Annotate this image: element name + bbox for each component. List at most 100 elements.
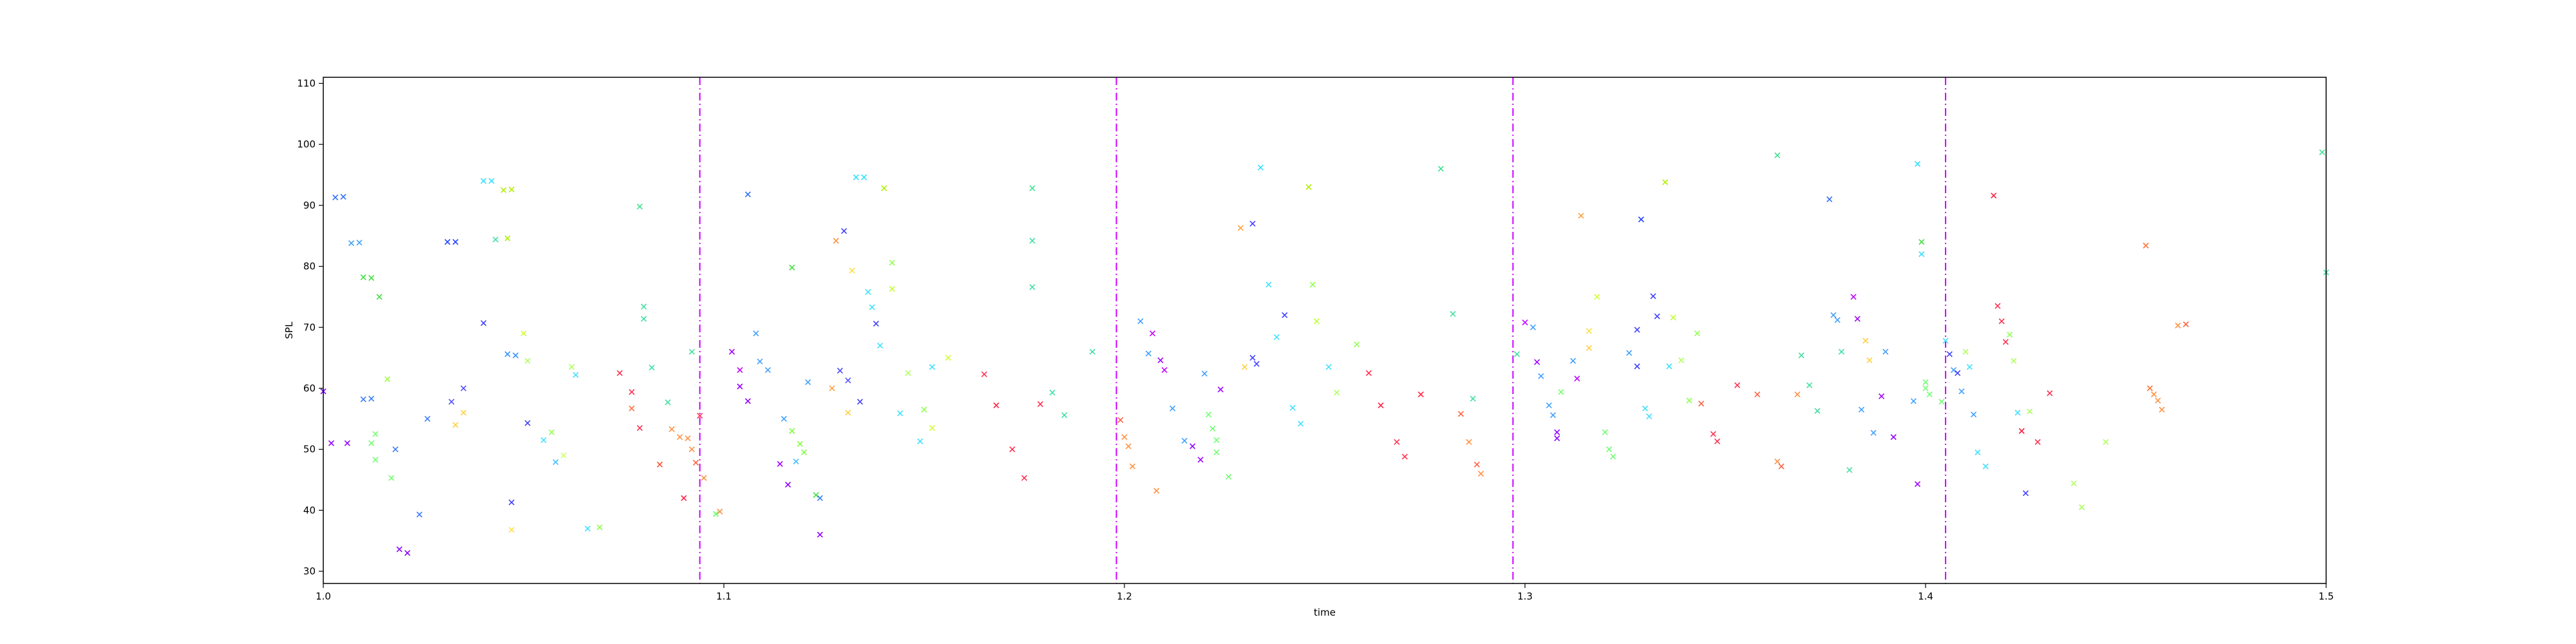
data-point-4	[344, 440, 350, 446]
data-point-223	[1834, 317, 1841, 323]
data-point-162	[1334, 390, 1340, 396]
data-point-210	[1710, 431, 1716, 437]
x-axis-label: time	[1314, 607, 1336, 618]
data-point-35	[504, 351, 511, 357]
data-point-100	[857, 399, 864, 405]
data-point-44	[553, 459, 559, 466]
data-point-205	[1670, 314, 1676, 321]
data-point-23	[452, 239, 459, 245]
data-point-137	[1181, 437, 1188, 444]
data-point-71	[728, 348, 735, 355]
data-point-180	[1538, 373, 1544, 379]
data-point-171	[1457, 411, 1464, 417]
data-point-231	[1870, 430, 1877, 436]
data-point-235	[1910, 398, 1917, 404]
data-point-87	[805, 379, 811, 386]
data-point-88	[813, 492, 819, 498]
data-point-20	[416, 511, 422, 518]
data-point-254	[1991, 193, 1997, 199]
data-point-148	[1242, 364, 1248, 370]
data-point-242	[1914, 481, 1921, 488]
data-point-237	[1918, 239, 1925, 245]
data-point-150	[1249, 355, 1256, 361]
data-point-184	[1554, 435, 1560, 442]
data-point-129	[1129, 463, 1136, 469]
data-point-153	[1265, 281, 1272, 288]
data-point-53	[636, 424, 643, 431]
data-point-241	[1926, 391, 1933, 397]
data-point-74	[744, 398, 751, 404]
data-point-256	[1998, 318, 2005, 325]
y-tick-label-5: 80	[303, 261, 316, 272]
data-point-115	[981, 371, 987, 377]
data-point-122	[1037, 401, 1043, 408]
data-point-251	[1971, 412, 1977, 418]
data-point-229	[1862, 337, 1869, 344]
data-point-6	[356, 240, 363, 246]
data-point-165	[1378, 402, 1384, 409]
data-point-182	[1549, 412, 1557, 419]
data-point-163	[1354, 341, 1360, 348]
data-point-181	[1546, 402, 1552, 409]
data-point-12	[372, 457, 379, 463]
data-point-217	[1794, 391, 1801, 397]
data-point-140	[1201, 370, 1208, 377]
data-point-62	[681, 495, 687, 501]
data-point-36	[512, 352, 519, 359]
y-tick-label-3: 60	[303, 383, 316, 394]
data-point-264	[2034, 439, 2041, 445]
data-point-106	[889, 260, 895, 266]
data-point-95	[845, 377, 851, 384]
data-point-99	[861, 174, 867, 180]
data-point-14	[376, 294, 383, 300]
data-point-64	[688, 348, 695, 355]
y-axis-label: SPL	[283, 321, 295, 339]
data-point-92	[833, 238, 839, 244]
data-point-192	[1602, 429, 1608, 435]
data-point-190	[1586, 328, 1593, 334]
data-point-11	[368, 440, 375, 446]
data-points	[320, 149, 2329, 556]
data-point-75	[744, 191, 751, 198]
data-point-188	[1578, 213, 1584, 219]
data-point-30	[480, 320, 487, 327]
data-point-187	[1574, 375, 1580, 382]
data-point-222	[1830, 312, 1837, 318]
data-point-43	[548, 429, 555, 435]
data-point-118	[1021, 475, 1028, 481]
data-point-131	[1145, 350, 1151, 357]
data-point-51	[629, 389, 635, 395]
data-point-249	[1962, 348, 1969, 355]
data-point-167	[1401, 453, 1408, 460]
data-point-2	[332, 194, 339, 201]
data-point-144	[1213, 449, 1220, 455]
vertical-markers	[699, 77, 1947, 583]
data-point-132	[1149, 330, 1156, 337]
data-point-85	[797, 440, 803, 447]
data-point-146	[1226, 473, 1232, 480]
data-point-275	[2183, 321, 2189, 328]
data-point-269	[2143, 242, 2149, 249]
data-point-58	[656, 461, 663, 468]
data-point-41	[524, 420, 531, 426]
data-point-97	[849, 267, 855, 274]
data-point-273	[2159, 406, 2165, 413]
data-point-32	[500, 187, 507, 193]
data-point-59	[665, 399, 671, 406]
data-point-185	[1558, 389, 1564, 395]
data-point-33	[508, 186, 515, 193]
data-point-48	[584, 526, 591, 532]
data-point-211	[1714, 438, 1721, 444]
data-point-68	[701, 475, 707, 481]
data-point-141	[1206, 412, 1212, 418]
data-point-221	[1826, 196, 1833, 202]
data-point-194	[1610, 453, 1616, 460]
x-tick-label-3: 1.3	[1517, 591, 1533, 602]
data-point-34	[504, 235, 511, 242]
data-point-158	[1305, 184, 1312, 191]
data-point-63	[685, 435, 691, 442]
data-point-244	[1942, 337, 1949, 344]
data-point-126	[1117, 417, 1124, 423]
data-point-128	[1125, 443, 1132, 450]
data-point-239	[1922, 379, 1929, 386]
